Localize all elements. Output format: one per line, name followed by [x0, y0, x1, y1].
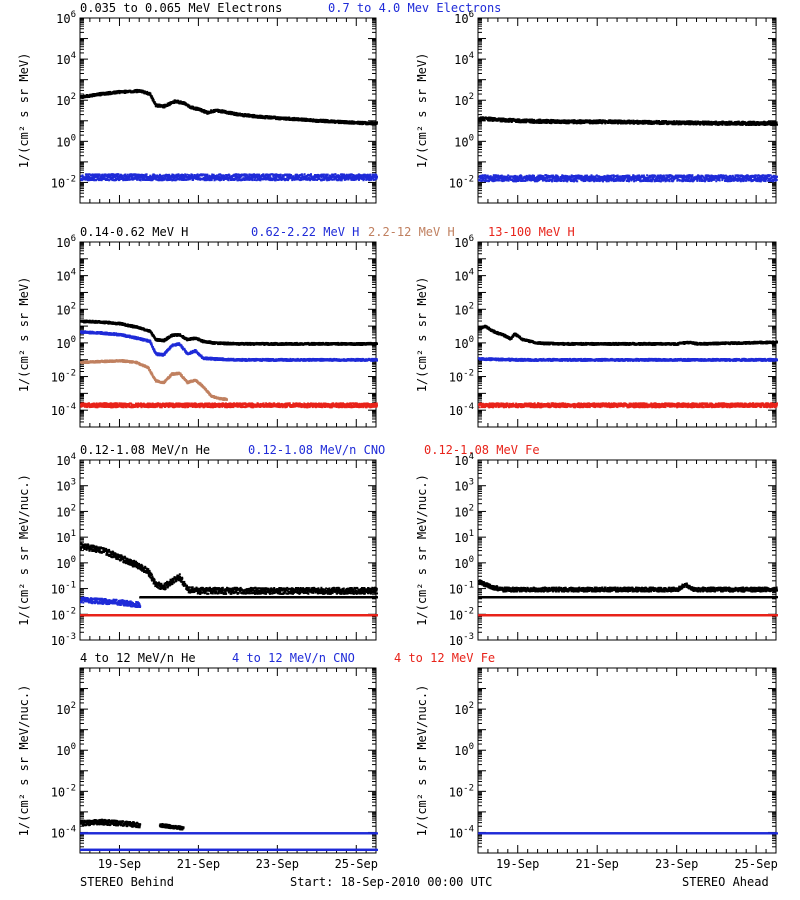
data-point [309, 118, 312, 121]
data-point [151, 96, 154, 99]
series-black-0 [478, 116, 778, 126]
data-point [196, 173, 199, 176]
data-point [150, 95, 153, 98]
y-tick-label: 10-2 [51, 174, 76, 190]
data-point [227, 179, 230, 182]
data-point [253, 179, 256, 181]
y-tick-label: 104 [56, 51, 76, 67]
data-point [264, 117, 267, 120]
y-tick-label: 10-2 [449, 174, 474, 190]
y-tick-label: 100 [56, 133, 76, 149]
data-point [310, 173, 312, 176]
row0-title-part-0: 0.035 to 0.065 MeV Electrons [80, 1, 282, 15]
data-point [145, 173, 148, 176]
row0-title-part-1: 0.7 to 4.0 Mev Electrons [328, 1, 501, 15]
data-point [776, 123, 778, 126]
data-point [166, 105, 169, 107]
data-point [520, 175, 523, 177]
data-point [293, 116, 296, 119]
data-point [173, 99, 176, 102]
data-point [152, 99, 155, 101]
data-point [86, 94, 89, 96]
data-point [376, 175, 378, 178]
data-point [325, 120, 328, 123]
data-point [252, 116, 255, 119]
data-point [149, 92, 152, 95]
data-point [279, 173, 282, 176]
data-point [775, 121, 778, 124]
data-point [103, 175, 106, 178]
data-point [152, 97, 155, 100]
data-point [106, 91, 108, 94]
y-axis-label: 1/(cm² s sr MeV) [415, 53, 429, 169]
data-point [376, 121, 378, 124]
y-tick-label: 100 [454, 133, 474, 149]
series-blue-1 [478, 174, 778, 183]
data-point [211, 111, 214, 114]
data-point [314, 178, 317, 181]
data-point [113, 90, 116, 93]
y-axis-label: 1/(cm² s sr MeV) [17, 53, 31, 169]
data-point [308, 120, 311, 123]
data-point [107, 93, 110, 96]
panel-row0-behind: 10-2 100 102 104 106 1/(cm² s sr MeV) [17, 10, 378, 204]
y-tick-label: 102 [56, 92, 76, 108]
data-point [98, 173, 101, 176]
data-point [192, 106, 195, 109]
data-point [155, 105, 158, 108]
y-tick-label: 102 [454, 92, 474, 108]
data-point [251, 179, 254, 182]
data-point [498, 179, 501, 182]
data-point [326, 173, 329, 176]
data-point [173, 102, 176, 104]
data-point [275, 176, 278, 179]
data-point [153, 101, 156, 104]
y-tick-label: 106 [454, 10, 474, 26]
data-point [237, 114, 240, 117]
data-point [194, 108, 197, 111]
data-point [206, 110, 209, 113]
data-point [206, 173, 209, 176]
y-tick-label: 104 [454, 51, 474, 67]
data-point [238, 112, 241, 115]
data-point [245, 113, 248, 116]
panel-row0-ahead: 10-2 100 102 104 106 1/(cm² s sr MeV) [415, 10, 778, 204]
data-point [210, 109, 213, 112]
series-black-0 [80, 88, 378, 126]
data-point [255, 116, 258, 119]
data-point [292, 117, 294, 120]
data-point [267, 117, 270, 120]
data-point [146, 90, 149, 93]
y-tick-label: 106 [56, 10, 76, 26]
data-point [125, 91, 128, 94]
data-point [303, 173, 306, 176]
series-blue-1 [80, 173, 378, 182]
